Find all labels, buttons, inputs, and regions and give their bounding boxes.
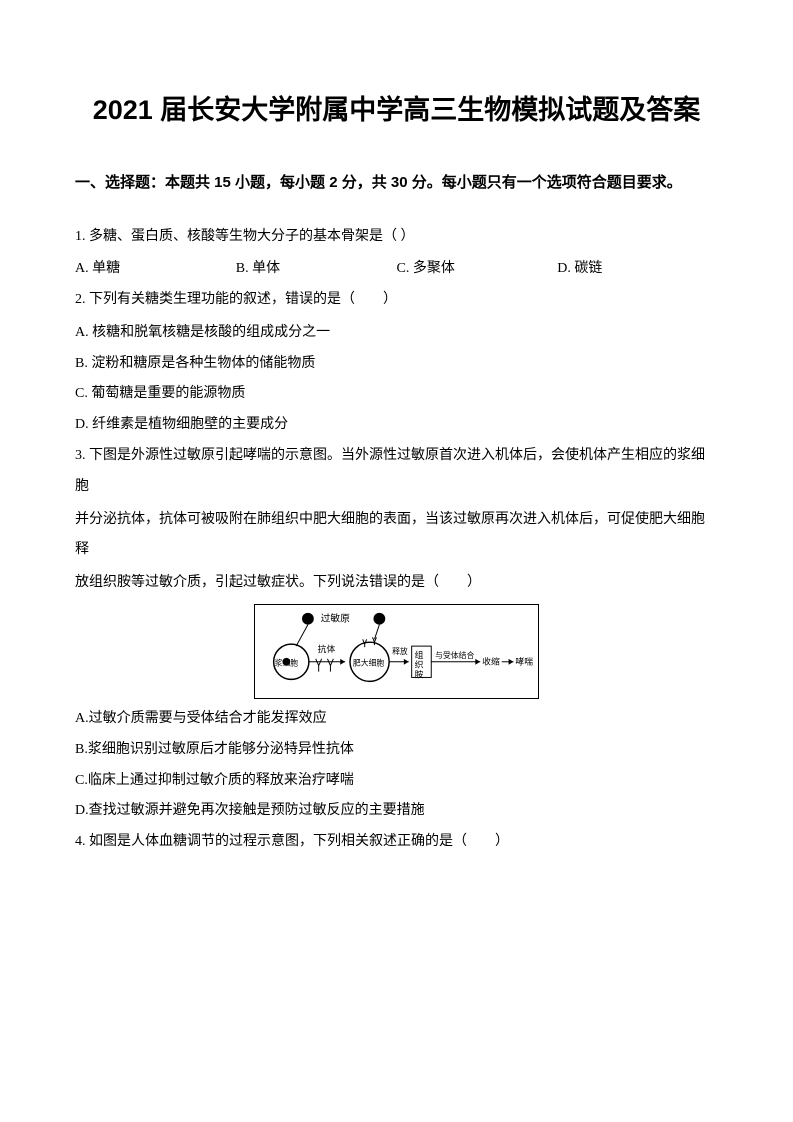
- q4-stem: 4. 如图是人体血糖调节的过程示意图，下列相关叙述正确的是（ ）: [75, 827, 718, 858]
- q3-optD: D.查找过敏源并避免再次接触是预防过敏反应的主要措施: [75, 796, 718, 827]
- q3-optA: A.过敏介质需要与受体结合才能发挥效应: [75, 704, 718, 735]
- q3-optB: B.浆细胞识别过敏原后才能够分泌特异性抗体: [75, 735, 718, 766]
- q3-stem-line3: 放组织胺等过敏介质，引起过敏症状。下列说法错误的是（ ）: [75, 568, 718, 599]
- diagram-asthma-label: 哮喘: [515, 656, 533, 667]
- q1-optD: D. 碳链: [557, 254, 718, 285]
- svg-text:织: 织: [415, 659, 424, 670]
- svg-text:胺: 胺: [415, 669, 424, 680]
- diagram-tissue-label1: 组: [415, 649, 424, 660]
- q2-optB: B. 淀粉和糖原是各种生物体的储能物质: [75, 349, 718, 380]
- diagram-contract-label: 收缩: [482, 656, 500, 667]
- q1-optA: A. 单糖: [75, 254, 236, 285]
- q1-optB: B. 单体: [236, 254, 397, 285]
- q1-stem: 1. 多糖、蛋白质、核酸等生物大分子的基本骨架是（ ）: [75, 222, 718, 253]
- q3-diagram: 过敏原 浆细胞 抗体 肥大细胞 释放: [254, 604, 539, 699]
- diagram-antibody-label: 抗体: [318, 643, 336, 654]
- diagram-combine-label: 与受体结合: [435, 650, 474, 660]
- diagram-release-label: 释放: [392, 646, 408, 656]
- section-header: 一、选择题：本题共 15 小题，每小题 2 分，共 30 分。每小题只有一个选项…: [75, 171, 718, 192]
- diagram-allergen-label: 过敏原: [321, 612, 351, 625]
- q2-optC: C. 葡萄糖是重要的能源物质: [75, 379, 718, 410]
- q2-optA: A. 核糖和脱氧核糖是核酸的组成成分之一: [75, 318, 718, 349]
- q3-diagram-container: 过敏原 浆细胞 抗体 肥大细胞 释放: [75, 604, 718, 699]
- q1-optC: C. 多聚体: [397, 254, 558, 285]
- page-title: 2021 届长安大学附属中学高三生物模拟试题及答案: [75, 90, 718, 131]
- diagram-plasma-label: 浆细胞: [275, 658, 299, 668]
- diagram-mast-label: 肥大细胞: [353, 658, 384, 668]
- q1-options: A. 单糖 B. 单体 C. 多聚体 D. 碳链: [75, 254, 718, 285]
- q3-optC: C.临床上通过抑制过敏介质的释放来治疗哮喘: [75, 766, 718, 797]
- q3-stem-line2: 并分泌抗体，抗体可被吸附在肺组织中肥大细胞的表面，当该过敏原再次进入机体后，可促…: [75, 505, 718, 567]
- q2-optD: D. 纤维素是植物细胞壁的主要成分: [75, 410, 718, 441]
- q2-stem: 2. 下列有关糖类生理功能的叙述，错误的是（ ）: [75, 285, 718, 316]
- q3-stem-line1: 3. 下图是外源性过敏原引起哮喘的示意图。当外源性过敏原首次进入机体后，会使机体…: [75, 441, 718, 503]
